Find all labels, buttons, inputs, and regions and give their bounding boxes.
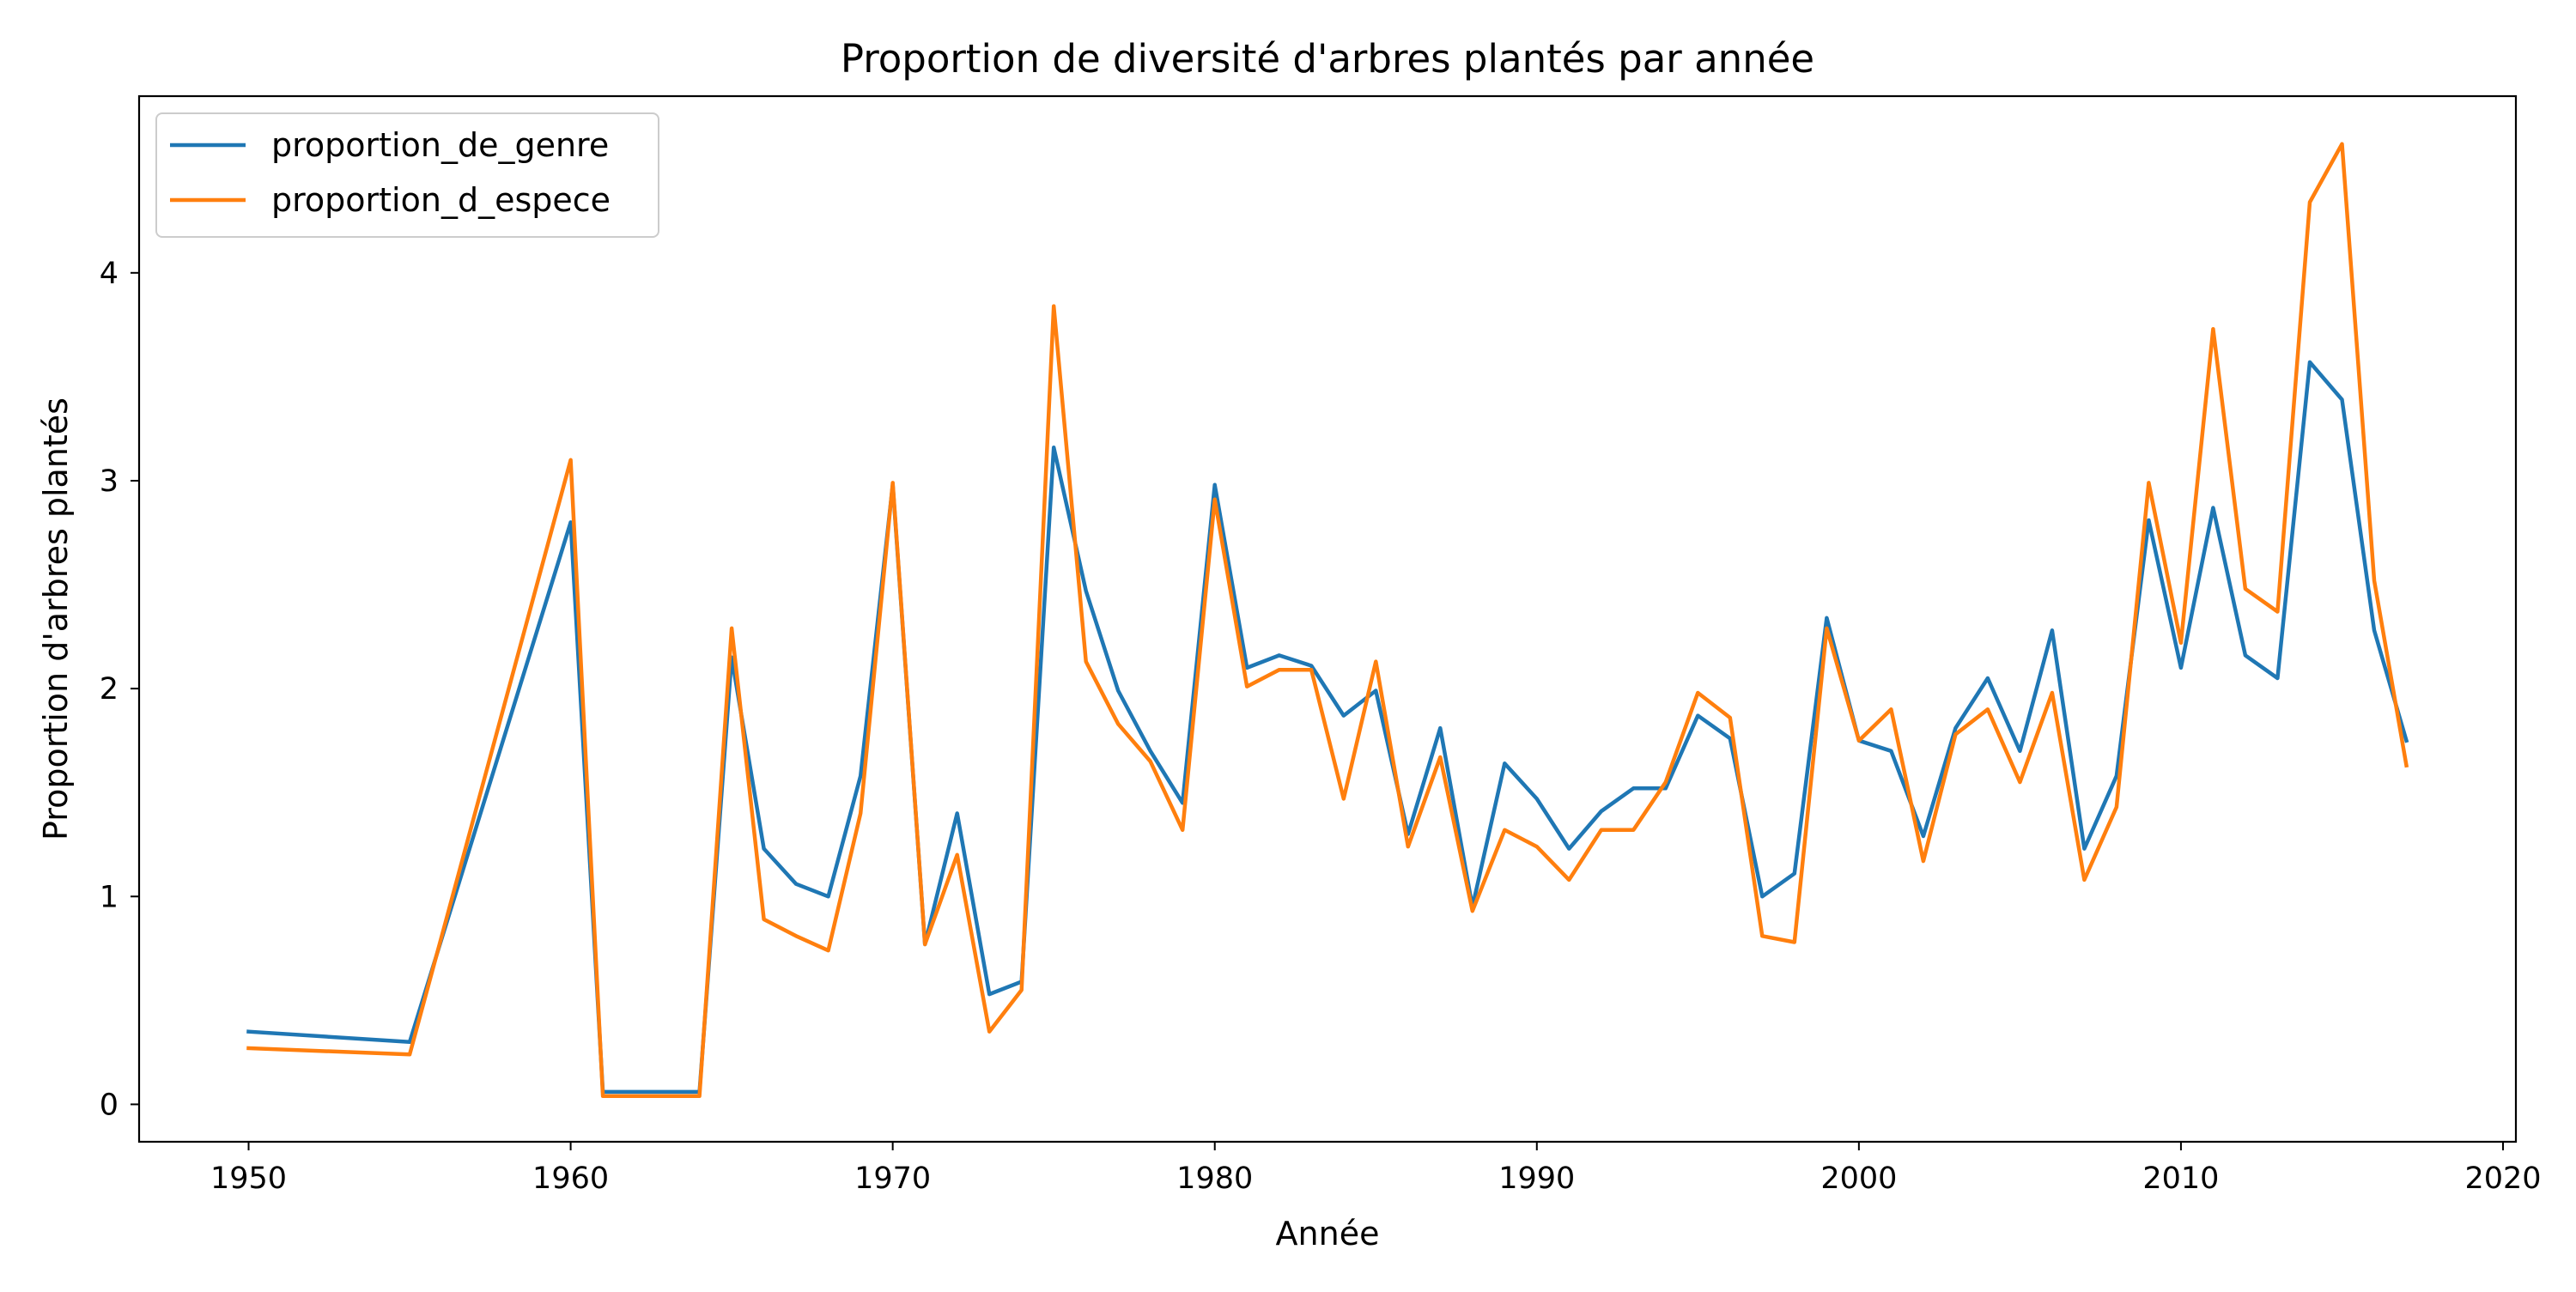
x-tick-label: 1970 bbox=[854, 1162, 931, 1196]
chart-title: Proportion de diversité d'arbres plantés… bbox=[841, 36, 1814, 82]
y-tick-label: 0 bbox=[100, 1088, 118, 1122]
y-axis-label: Proportion d'arbres plantés bbox=[37, 397, 75, 840]
y-axis-ticks: 0 1 2 3 4 bbox=[100, 257, 139, 1122]
x-tick-label: 1980 bbox=[1176, 1162, 1253, 1196]
legend-label-genre: proportion_de_genre bbox=[271, 126, 609, 164]
legend-box bbox=[155, 112, 659, 238]
series-line-proportion-d-espece bbox=[246, 142, 2409, 1098]
legend-label-espece: proportion_d_espece bbox=[271, 181, 611, 219]
series-layer bbox=[246, 142, 2409, 1098]
y-tick-label: 2 bbox=[100, 672, 118, 707]
x-tick-label: 2020 bbox=[2464, 1162, 2541, 1196]
x-axis-label: Année bbox=[1276, 1215, 1380, 1253]
x-tick-label: 2000 bbox=[1820, 1162, 1897, 1196]
x-tick-label: 1990 bbox=[1498, 1162, 1575, 1196]
legend: proportion_de_genre proportion_d_espece bbox=[155, 112, 659, 238]
plot-frame bbox=[137, 94, 2518, 1143]
y-tick-label: 3 bbox=[100, 464, 118, 499]
y-tick-label: 4 bbox=[100, 257, 118, 291]
x-tick-label: 1950 bbox=[210, 1162, 287, 1196]
y-tick-label: 1 bbox=[100, 880, 118, 914]
x-tick-label: 2010 bbox=[2142, 1162, 2219, 1196]
x-axis-ticks: 1950 1960 1970 1980 1990 2000 2010 2020 bbox=[210, 1142, 2542, 1196]
x-tick-label: 1960 bbox=[532, 1162, 609, 1196]
